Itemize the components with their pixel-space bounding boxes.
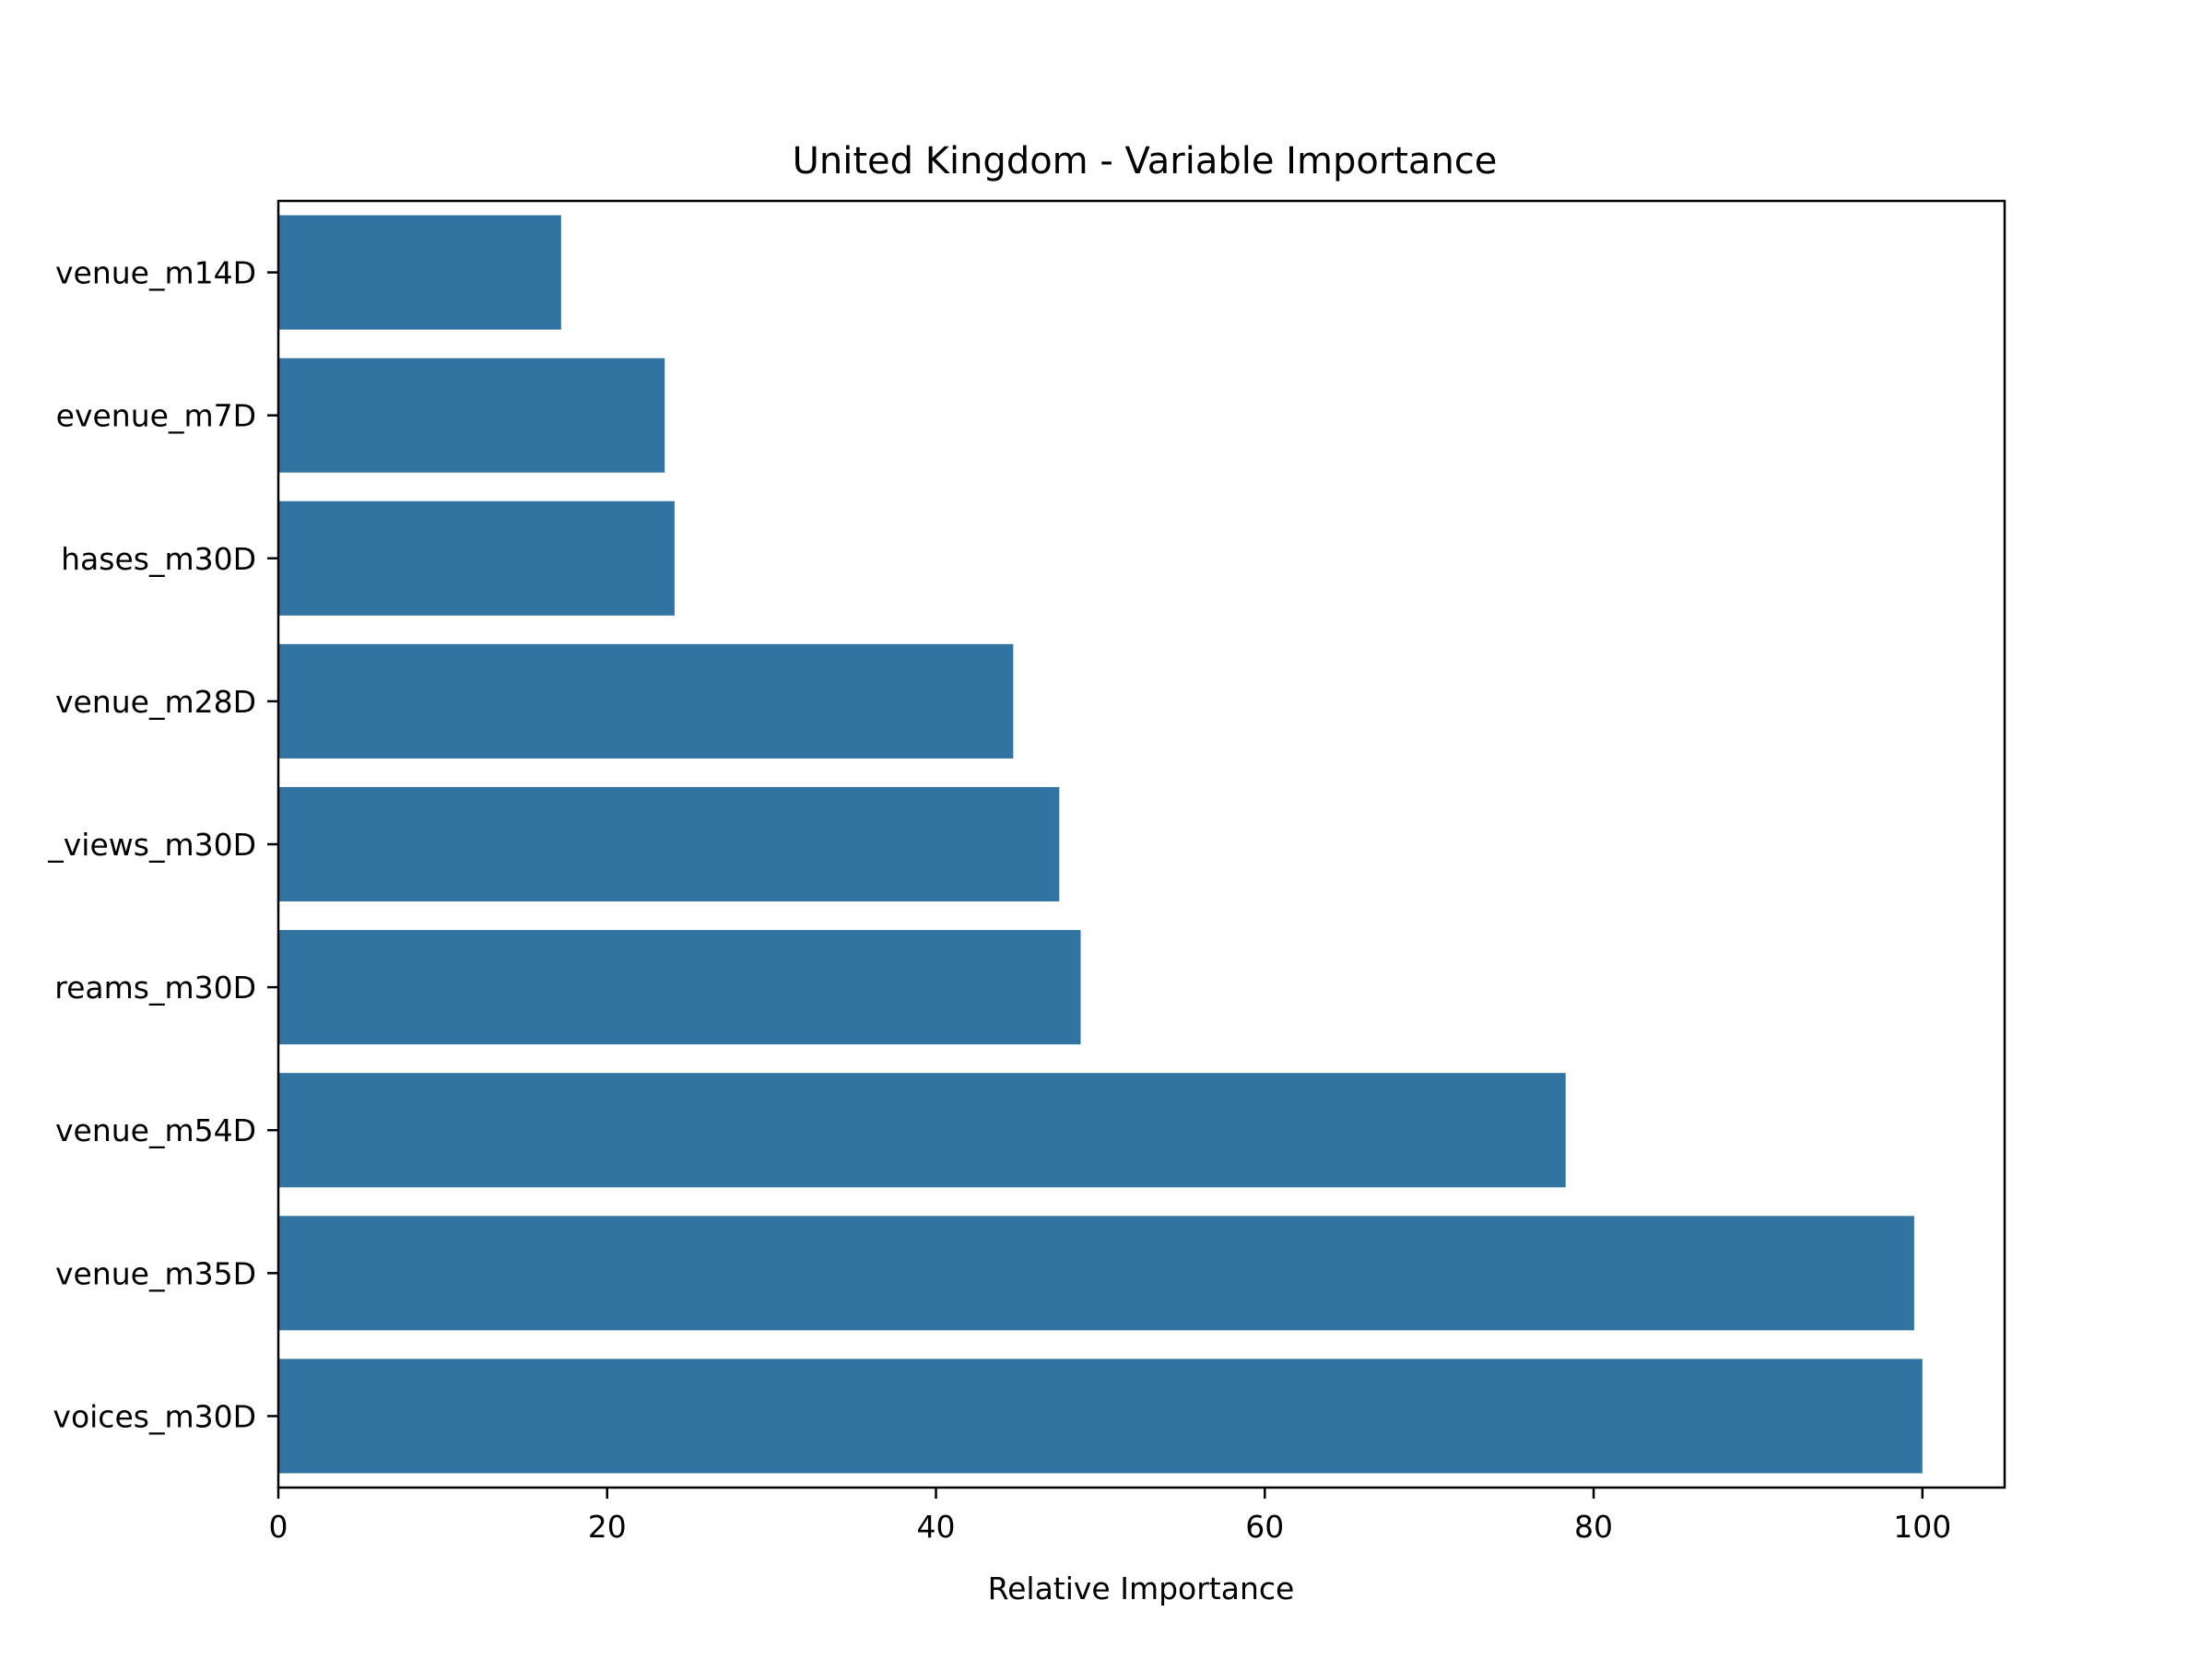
- bar-7: [278, 1216, 1914, 1331]
- y-tick-label-3: venue_m28D: [55, 684, 256, 720]
- y-tick-label-0: venue_m14D: [55, 255, 256, 291]
- y-tick-label-7: venue_m35D: [55, 1255, 256, 1291]
- y-tick-label-5: reams_m30D: [54, 970, 256, 1006]
- x-tick-label-4: 80: [1574, 1509, 1613, 1545]
- bar-0: [278, 215, 561, 330]
- bar-1: [278, 358, 665, 473]
- bar-4: [278, 786, 1060, 902]
- y-tick-label-8: voices_m30D: [53, 1398, 256, 1434]
- y-tick-label-2: hases_m30D: [61, 541, 256, 577]
- chart-title: United Kingdom - Variable Importance: [793, 140, 1498, 182]
- x-tick-label-0: 0: [269, 1509, 288, 1545]
- bar-3: [278, 643, 1014, 759]
- bar-5: [278, 930, 1081, 1045]
- y-tick-label-6: venue_m54D: [55, 1112, 256, 1148]
- x-tick-label-5: 100: [1893, 1509, 1951, 1545]
- bars-group: [278, 215, 1923, 1474]
- x-tick-label-3: 60: [1245, 1509, 1284, 1545]
- y-axis-ticks: venue_m14D evenue_m7D hases_m30D venue_m28D…: [47, 255, 278, 1434]
- y-tick-label-4: _views_m30D: [47, 827, 256, 863]
- bar-8: [278, 1359, 1923, 1474]
- bar-2: [278, 500, 675, 616]
- x-axis-label: Relative Importance: [988, 1571, 1295, 1606]
- x-tick-label-1: 20: [588, 1509, 627, 1545]
- y-tick-label-1: evenue_m7D: [56, 398, 256, 434]
- bar-6: [278, 1073, 1566, 1188]
- x-tick-label-2: 40: [917, 1509, 956, 1545]
- plot-frame: [276, 199, 2006, 1489]
- x-axis-ticks: 0 20 40 60 80 100: [269, 1488, 1951, 1545]
